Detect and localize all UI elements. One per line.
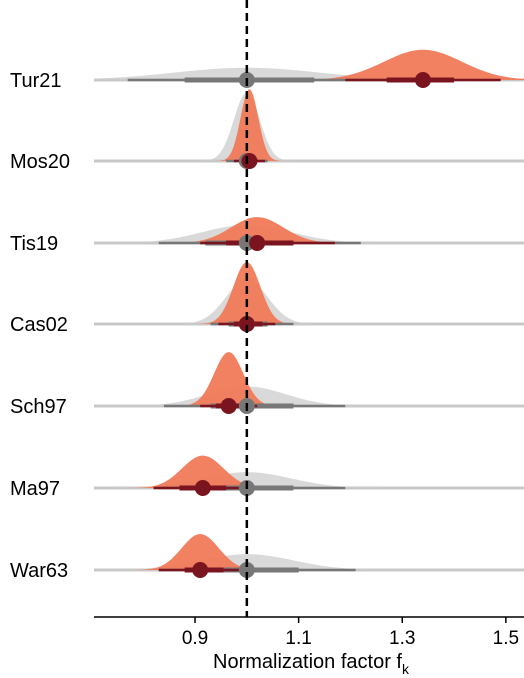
posterior-density [94,352,524,406]
posterior-median-point [414,72,431,88]
x-axis-label: Normalization factor fk [213,651,410,677]
row-mos20: Mos20 [10,89,524,173]
x-tick-label: 1.1 [285,628,311,649]
posterior-median-point [220,398,237,414]
posterior-density [94,455,524,488]
x-tick-label: 1.3 [389,628,415,649]
row-ma97: Ma97 [10,455,524,500]
x-axis-label-main: Normalization factor f [213,651,402,673]
posterior-median-point [238,316,255,332]
prior-density [94,92,524,161]
x-ticks: 0.9 1.1 1.3 1.5 [182,617,519,649]
posterior-density [94,89,524,161]
posterior-median-point [241,153,258,169]
row-label: Sch97 [10,396,67,418]
posterior-median-point [192,562,209,578]
row-sch97: Sch97 [10,352,524,418]
posterior-density [94,49,524,80]
row-war63: War63 [10,534,524,582]
prior-density [94,67,524,80]
posterior-median-point [249,235,266,251]
x-axis-label-subscript: k [402,661,410,677]
rows-layer: Tur21 Mos20 Tis19 Cas02 Sch97 Ma97 War63 [10,49,524,582]
row-tur21: Tur21 [10,49,524,92]
row-label: Ma97 [10,478,60,500]
prior-median-point [238,562,255,578]
posterior-median-point [194,480,211,496]
row-label: War63 [10,560,68,582]
row-cas02: Cas02 [10,262,524,336]
row-label: Tur21 [10,70,62,92]
row-label: Mos20 [10,151,70,173]
row-label: Tis19 [10,233,58,255]
row-tis19: Tis19 [10,217,524,255]
prior-density [94,225,524,243]
posterior-density [94,262,524,324]
x-tick-label: 0.9 [182,628,208,649]
x-tick-label: 1.5 [493,628,519,649]
posterior-density [94,534,524,570]
prior-density [94,386,524,406]
row-label: Cas02 [10,314,68,336]
prior-density [94,279,524,324]
